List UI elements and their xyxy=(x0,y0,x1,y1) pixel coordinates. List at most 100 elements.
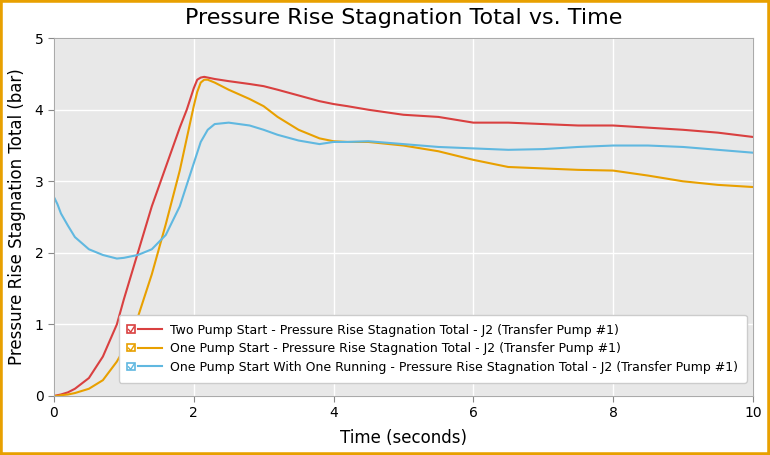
One Pump Start - Pressure Rise Stagnation Total - J2 (Transfer Pump #1) xyxy=(259,103,268,109)
Two Pump Start - Pressure Rise Stagnation Total - J2 (Transfer Pump #1) xyxy=(224,78,233,84)
One Pump Start - Pressure Rise Stagnation Total - J2 (Transfer Pump #1) xyxy=(713,182,722,187)
One Pump Start With One Running - Pressure Rise Stagnation Total - J2 (Transfer Pump #1) xyxy=(259,127,268,132)
Two Pump Start - Pressure Rise Stagnation Total - J2 (Transfer Pump #1) xyxy=(245,81,254,87)
One Pump Start - Pressure Rise Stagnation Total - J2 (Transfer Pump #1) xyxy=(63,392,72,397)
Two Pump Start - Pressure Rise Stagnation Total - J2 (Transfer Pump #1) xyxy=(192,77,202,82)
One Pump Start With One Running - Pressure Rise Stagnation Total - J2 (Transfer Pump #1) xyxy=(434,144,443,150)
One Pump Start With One Running - Pressure Rise Stagnation Total - J2 (Transfer Pump #1) xyxy=(147,247,156,252)
One Pump Start With One Running - Pressure Rise Stagnation Total - J2 (Transfer Pump #1) xyxy=(224,120,233,126)
One Pump Start With One Running - Pressure Rise Stagnation Total - J2 (Transfer Pump #1) xyxy=(161,232,170,238)
Two Pump Start - Pressure Rise Stagnation Total - J2 (Transfer Pump #1) xyxy=(259,83,268,89)
Two Pump Start - Pressure Rise Stagnation Total - J2 (Transfer Pump #1) xyxy=(175,125,184,131)
Two Pump Start - Pressure Rise Stagnation Total - J2 (Transfer Pump #1) xyxy=(364,107,373,112)
One Pump Start - Pressure Rise Stagnation Total - J2 (Transfer Pump #1) xyxy=(343,139,352,145)
Two Pump Start - Pressure Rise Stagnation Total - J2 (Transfer Pump #1) xyxy=(434,114,443,120)
One Pump Start With One Running - Pressure Rise Stagnation Total - J2 (Transfer Pump #1) xyxy=(49,194,59,200)
One Pump Start With One Running - Pressure Rise Stagnation Total - J2 (Transfer Pump #1) xyxy=(175,203,184,209)
Y-axis label: Pressure Rise Stagnation Total (bar): Pressure Rise Stagnation Total (bar) xyxy=(8,69,26,365)
One Pump Start - Pressure Rise Stagnation Total - J2 (Transfer Pump #1) xyxy=(53,393,62,399)
Two Pump Start - Pressure Rise Stagnation Total - J2 (Transfer Pump #1) xyxy=(49,393,59,399)
One Pump Start - Pressure Rise Stagnation Total - J2 (Transfer Pump #1) xyxy=(504,164,513,170)
One Pump Start With One Running - Pressure Rise Stagnation Total - J2 (Transfer Pump #1) xyxy=(748,150,758,156)
One Pump Start With One Running - Pressure Rise Stagnation Total - J2 (Transfer Pump #1) xyxy=(504,147,513,152)
One Pump Start - Pressure Rise Stagnation Total - J2 (Transfer Pump #1) xyxy=(119,347,129,352)
One Pump Start With One Running - Pressure Rise Stagnation Total - J2 (Transfer Pump #1) xyxy=(294,138,303,143)
Two Pump Start - Pressure Rise Stagnation Total - J2 (Transfer Pump #1) xyxy=(182,107,192,112)
One Pump Start With One Running - Pressure Rise Stagnation Total - J2 (Transfer Pump #1) xyxy=(189,161,199,166)
Two Pump Start - Pressure Rise Stagnation Total - J2 (Transfer Pump #1) xyxy=(133,250,142,256)
Two Pump Start - Pressure Rise Stagnation Total - J2 (Transfer Pump #1) xyxy=(399,112,408,117)
One Pump Start With One Running - Pressure Rise Stagnation Total - J2 (Transfer Pump #1) xyxy=(203,127,213,132)
One Pump Start - Pressure Rise Stagnation Total - J2 (Transfer Pump #1) xyxy=(56,393,65,398)
Two Pump Start - Pressure Rise Stagnation Total - J2 (Transfer Pump #1) xyxy=(469,120,478,126)
One Pump Start With One Running - Pressure Rise Stagnation Total - J2 (Transfer Pump #1) xyxy=(112,256,122,261)
One Pump Start With One Running - Pressure Rise Stagnation Total - J2 (Transfer Pump #1) xyxy=(469,146,478,151)
One Pump Start With One Running - Pressure Rise Stagnation Total - J2 (Transfer Pump #1) xyxy=(608,143,618,148)
One Pump Start With One Running - Pressure Rise Stagnation Total - J2 (Transfer Pump #1) xyxy=(210,121,219,127)
One Pump Start With One Running - Pressure Rise Stagnation Total - J2 (Transfer Pump #1) xyxy=(245,123,254,128)
One Pump Start With One Running - Pressure Rise Stagnation Total - J2 (Transfer Pump #1) xyxy=(329,139,338,145)
One Pump Start - Pressure Rise Stagnation Total - J2 (Transfer Pump #1) xyxy=(49,393,59,399)
One Pump Start - Pressure Rise Stagnation Total - J2 (Transfer Pump #1) xyxy=(182,136,192,141)
One Pump Start - Pressure Rise Stagnation Total - J2 (Transfer Pump #1) xyxy=(364,139,373,145)
One Pump Start With One Running - Pressure Rise Stagnation Total - J2 (Transfer Pump #1) xyxy=(70,234,79,240)
One Pump Start - Pressure Rise Stagnation Total - J2 (Transfer Pump #1) xyxy=(469,157,478,162)
Legend: Two Pump Start - Pressure Rise Stagnation Total - J2 (Transfer Pump #1), One Pum: Two Pump Start - Pressure Rise Stagnatio… xyxy=(119,315,747,383)
One Pump Start - Pressure Rise Stagnation Total - J2 (Transfer Pump #1) xyxy=(189,103,199,109)
X-axis label: Time (seconds): Time (seconds) xyxy=(340,429,467,447)
One Pump Start - Pressure Rise Stagnation Total - J2 (Transfer Pump #1) xyxy=(748,184,758,190)
One Pump Start With One Running - Pressure Rise Stagnation Total - J2 (Transfer Pump #1) xyxy=(343,139,352,145)
One Pump Start With One Running - Pressure Rise Stagnation Total - J2 (Transfer Pump #1) xyxy=(56,211,65,216)
Line: Two Pump Start - Pressure Rise Stagnation Total - J2 (Transfer Pump #1): Two Pump Start - Pressure Rise Stagnatio… xyxy=(54,77,753,396)
One Pump Start - Pressure Rise Stagnation Total - J2 (Transfer Pump #1) xyxy=(538,166,547,171)
One Pump Start - Pressure Rise Stagnation Total - J2 (Transfer Pump #1) xyxy=(329,138,338,144)
One Pump Start - Pressure Rise Stagnation Total - J2 (Transfer Pump #1) xyxy=(99,378,108,383)
Two Pump Start - Pressure Rise Stagnation Total - J2 (Transfer Pump #1) xyxy=(329,101,338,107)
One Pump Start - Pressure Rise Stagnation Total - J2 (Transfer Pump #1) xyxy=(644,173,653,178)
One Pump Start - Pressure Rise Stagnation Total - J2 (Transfer Pump #1) xyxy=(294,127,303,132)
Two Pump Start - Pressure Rise Stagnation Total - J2 (Transfer Pump #1) xyxy=(574,123,583,128)
Two Pump Start - Pressure Rise Stagnation Total - J2 (Transfer Pump #1) xyxy=(70,386,79,391)
Two Pump Start - Pressure Rise Stagnation Total - J2 (Transfer Pump #1) xyxy=(644,125,653,131)
Two Pump Start - Pressure Rise Stagnation Total - J2 (Transfer Pump #1) xyxy=(273,87,283,92)
One Pump Start With One Running - Pressure Rise Stagnation Total - J2 (Transfer Pump #1) xyxy=(196,139,206,145)
Title: Pressure Rise Stagnation Total vs. Time: Pressure Rise Stagnation Total vs. Time xyxy=(185,8,622,28)
Two Pump Start - Pressure Rise Stagnation Total - J2 (Transfer Pump #1) xyxy=(53,393,62,398)
One Pump Start - Pressure Rise Stagnation Total - J2 (Transfer Pump #1) xyxy=(608,168,618,173)
Two Pump Start - Pressure Rise Stagnation Total - J2 (Transfer Pump #1) xyxy=(203,75,213,80)
One Pump Start - Pressure Rise Stagnation Total - J2 (Transfer Pump #1) xyxy=(175,168,184,173)
One Pump Start With One Running - Pressure Rise Stagnation Total - J2 (Transfer Pump #1) xyxy=(364,138,373,144)
Two Pump Start - Pressure Rise Stagnation Total - J2 (Transfer Pump #1) xyxy=(315,98,324,104)
Two Pump Start - Pressure Rise Stagnation Total - J2 (Transfer Pump #1) xyxy=(504,120,513,126)
One Pump Start - Pressure Rise Stagnation Total - J2 (Transfer Pump #1) xyxy=(210,80,219,85)
One Pump Start - Pressure Rise Stagnation Total - J2 (Transfer Pump #1) xyxy=(192,89,202,95)
Two Pump Start - Pressure Rise Stagnation Total - J2 (Transfer Pump #1) xyxy=(199,74,209,80)
Two Pump Start - Pressure Rise Stagnation Total - J2 (Transfer Pump #1) xyxy=(294,93,303,98)
One Pump Start - Pressure Rise Stagnation Total - J2 (Transfer Pump #1) xyxy=(147,272,156,277)
Two Pump Start - Pressure Rise Stagnation Total - J2 (Transfer Pump #1) xyxy=(608,123,618,128)
One Pump Start With One Running - Pressure Rise Stagnation Total - J2 (Transfer Pump #1) xyxy=(678,144,688,150)
Line: One Pump Start - Pressure Rise Stagnation Total - J2 (Transfer Pump #1): One Pump Start - Pressure Rise Stagnatio… xyxy=(54,80,753,396)
Two Pump Start - Pressure Rise Stagnation Total - J2 (Transfer Pump #1) xyxy=(147,203,156,209)
Two Pump Start - Pressure Rise Stagnation Total - J2 (Transfer Pump #1) xyxy=(343,103,352,109)
One Pump Start With One Running - Pressure Rise Stagnation Total - J2 (Transfer Pump #1) xyxy=(399,142,408,147)
Two Pump Start - Pressure Rise Stagnation Total - J2 (Transfer Pump #1) xyxy=(99,354,108,359)
One Pump Start With One Running - Pressure Rise Stagnation Total - J2 (Transfer Pump #1) xyxy=(273,132,283,137)
One Pump Start - Pressure Rise Stagnation Total - J2 (Transfer Pump #1) xyxy=(133,314,142,320)
One Pump Start With One Running - Pressure Rise Stagnation Total - J2 (Transfer Pump #1) xyxy=(538,147,547,152)
One Pump Start With One Running - Pressure Rise Stagnation Total - J2 (Transfer Pump #1) xyxy=(84,247,93,252)
Two Pump Start - Pressure Rise Stagnation Total - J2 (Transfer Pump #1) xyxy=(112,322,122,327)
One Pump Start With One Running - Pressure Rise Stagnation Total - J2 (Transfer Pump #1) xyxy=(315,142,324,147)
Two Pump Start - Pressure Rise Stagnation Total - J2 (Transfer Pump #1) xyxy=(538,121,547,127)
Two Pump Start - Pressure Rise Stagnation Total - J2 (Transfer Pump #1) xyxy=(748,134,758,140)
One Pump Start - Pressure Rise Stagnation Total - J2 (Transfer Pump #1) xyxy=(273,114,283,120)
One Pump Start With One Running - Pressure Rise Stagnation Total - J2 (Transfer Pump #1) xyxy=(99,252,108,258)
One Pump Start With One Running - Pressure Rise Stagnation Total - J2 (Transfer Pump #1) xyxy=(63,223,72,228)
One Pump Start - Pressure Rise Stagnation Total - J2 (Transfer Pump #1) xyxy=(224,87,233,92)
One Pump Start - Pressure Rise Stagnation Total - J2 (Transfer Pump #1) xyxy=(70,390,79,396)
One Pump Start With One Running - Pressure Rise Stagnation Total - J2 (Transfer Pump #1) xyxy=(644,143,653,148)
One Pump Start With One Running - Pressure Rise Stagnation Total - J2 (Transfer Pump #1) xyxy=(574,144,583,150)
One Pump Start With One Running - Pressure Rise Stagnation Total - J2 (Transfer Pump #1) xyxy=(133,252,142,258)
Two Pump Start - Pressure Rise Stagnation Total - J2 (Transfer Pump #1) xyxy=(713,130,722,136)
One Pump Start With One Running - Pressure Rise Stagnation Total - J2 (Transfer Pump #1) xyxy=(119,255,129,261)
